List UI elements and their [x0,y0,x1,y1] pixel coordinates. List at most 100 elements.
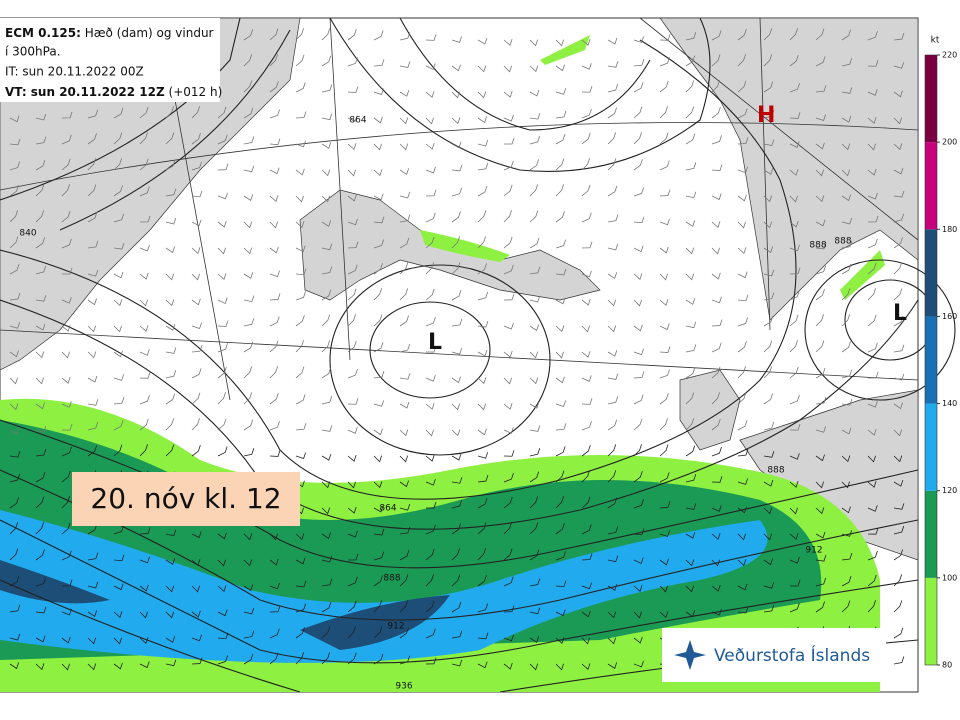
wind-barb [373,314,383,327]
wind-barb [217,163,229,171]
wind-barb [191,392,201,405]
wind-barb [893,600,903,613]
wind-barb [269,28,279,41]
wind-barb [373,400,385,407]
wind-barb [763,507,773,515]
wind-barb [867,528,879,535]
wind-barb [399,455,409,463]
wind-barb [659,530,670,538]
wind-barb [425,236,435,249]
wind-barb [789,602,800,613]
wind-barb [633,216,645,224]
colorbar-frame [924,54,938,666]
wind-barb [243,630,255,639]
wind-barb [711,135,722,145]
wind-barb [9,236,19,249]
wind-barb [9,575,20,587]
wind-barb [347,427,358,434]
wind-barb [633,273,643,281]
wind-barb [815,481,825,489]
wind-barb [893,117,903,125]
wind-barb [867,314,877,327]
wind-barb [529,522,539,535]
greenland [0,17,301,371]
wind-barb [35,237,45,249]
wind-barb [113,611,123,619]
wind-barb [217,192,228,200]
wind-barb [555,110,567,119]
wind-barb [555,88,567,95]
wind-barb [295,54,305,67]
wind-barb [87,211,98,223]
wind-barb [9,522,19,535]
wind-barb [763,110,775,119]
wind-barb [581,108,592,119]
wind-barb [581,184,591,197]
wind-barb [555,158,565,171]
wind-barb [555,446,566,457]
wind-barb [373,169,383,177]
wind-barb [815,340,825,353]
wind-barb [321,113,333,121]
wind-barb [269,366,278,379]
wind-barb [893,32,905,41]
wind-barb [165,273,175,281]
wind-barb [243,366,253,379]
wind-barb [815,28,825,41]
wind-barb [139,215,151,223]
wind-barb [243,165,255,173]
wind-barb [503,137,515,145]
wind-barb [35,265,47,275]
wind-barb [217,320,229,327]
colorbar-tick-label: 140 [942,399,957,408]
wind-barb [61,377,71,384]
colorbar-segment [925,229,937,317]
wind-barb [217,273,227,280]
wind-barb [139,272,149,280]
wind-barb [529,266,541,275]
wind-barb [659,346,671,353]
wind-barb [139,106,149,119]
low-label: L [428,330,442,355]
wind-barb [529,425,541,432]
wind-barb [529,377,539,385]
wind-barb [295,557,306,565]
wind-barb [295,221,305,229]
wind-barb [191,657,203,665]
wind-barb [711,164,723,171]
wind-barb [139,395,150,405]
wind-barb [737,506,747,514]
wind-barb [9,161,21,171]
wind-barb [633,611,642,619]
wind-barb [503,496,513,509]
wind-barb [867,481,877,488]
wind-barb [191,610,201,618]
wind-barb [191,531,202,539]
wind-barb [321,220,332,227]
wind-barb [113,242,125,250]
wind-barb [87,351,97,359]
colorbar: kt 80 100 120 140 160 180 200 220 [924,36,957,670]
wind-barb [87,158,97,171]
wind-barb [633,499,644,509]
wind-barb [9,138,21,146]
wind-barb [633,585,643,592]
wind-barb [841,506,851,514]
wind-barb [35,663,45,671]
wind-barb [87,184,97,197]
wind-barb [191,585,200,593]
wind-barb [685,392,695,405]
wind-barb [347,115,358,123]
wind-barb [607,107,618,119]
wind-barb [87,421,99,431]
wind-barb [581,39,591,46]
wind-barb [607,83,619,93]
wind-barb [191,445,201,457]
wind-barb [737,392,747,405]
wind-barb [113,350,123,358]
wind-barb [373,653,384,665]
wind-barb [685,220,696,227]
wind-band-dark [0,560,450,650]
wind-barb [113,107,124,119]
wind-barb [321,55,332,67]
